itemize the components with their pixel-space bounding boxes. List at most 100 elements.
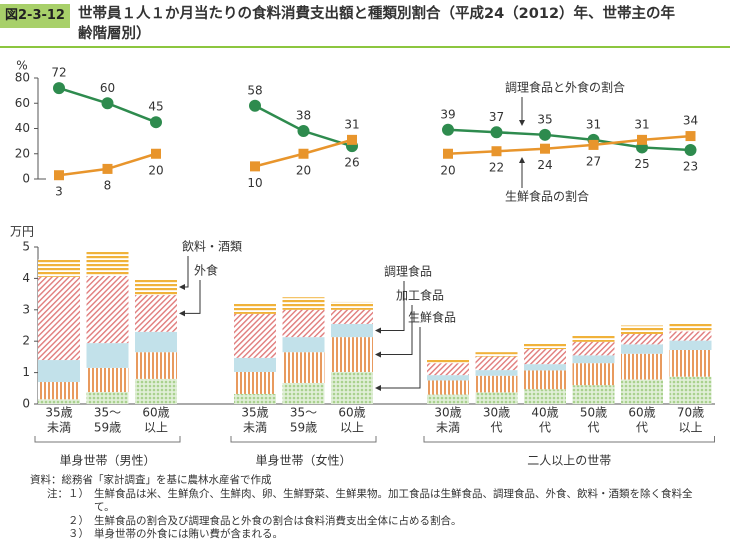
- line-marker: [297, 125, 310, 138]
- x-tick-label: 以上: [144, 421, 168, 435]
- legend-label: 調理食品と外食の割合: [505, 80, 625, 95]
- x-tick-label: 35～: [290, 406, 317, 420]
- y-tick-label: 20: [15, 146, 30, 160]
- y-axis-unit: 万円: [10, 225, 34, 239]
- bar-segment: [524, 342, 566, 350]
- bar-segment: [669, 376, 712, 404]
- bar-segment: [282, 297, 325, 310]
- bar-segment: [331, 309, 373, 324]
- note-text: 生鮮食品は米、生鮮魚介、生鮮肉、卵、生鮮野菜、生鮮果物。加工食品は生鮮食品、調理…: [94, 487, 693, 514]
- value-label: 25: [634, 157, 649, 171]
- bar-segment: [572, 385, 615, 404]
- value-label: 34: [683, 114, 698, 128]
- value-label: 35: [537, 112, 552, 126]
- value-label: 45: [148, 100, 163, 114]
- header: 図2-3-12 世帯員１人１か月当たりの食料消費支出額と種類別割合（平成24（2…: [0, 0, 730, 48]
- value-label: 39: [440, 107, 455, 121]
- bar-segment: [621, 379, 663, 404]
- bar-segment: [669, 349, 712, 377]
- bar-segment: [38, 276, 80, 361]
- y-tick-label: 60: [15, 96, 30, 110]
- bar-segment: [621, 353, 663, 380]
- value-label: 31: [634, 117, 649, 131]
- y-tick-label: 3: [22, 302, 30, 316]
- x-tick-label: 60歳: [142, 406, 169, 420]
- legend-arrow: [375, 281, 405, 334]
- value-label: 3: [55, 185, 63, 199]
- group-bracket: [34, 436, 181, 443]
- line-marker: [151, 148, 161, 159]
- note: 注： １） 生鮮食品は米、生鮮魚介、生鮮肉、卵、生鮮野菜、生鮮果物。加工食品は生鮮食…: [30, 488, 720, 515]
- bar-segment: [234, 303, 276, 314]
- y-tick-label: 1: [22, 365, 30, 379]
- value-label: 23: [683, 159, 698, 173]
- notes: 資料：総務省「家計調査」を基に農林水産省で作成 注： １） 生鮮食品は米、生鮮魚介、…: [30, 474, 720, 542]
- note-label: 注：: [47, 487, 68, 500]
- value-label: 37: [489, 110, 504, 124]
- note-marker: １）: [68, 487, 89, 500]
- value-label: 31: [344, 117, 359, 131]
- legend-arrow: [179, 280, 201, 317]
- x-tick-label: 40歳: [531, 406, 558, 420]
- y-tick-label: 0: [22, 172, 30, 186]
- group-bracket: [423, 436, 715, 443]
- value-label: 27: [586, 154, 601, 168]
- line-marker: [54, 170, 64, 181]
- note-label: [30, 528, 68, 542]
- bar-segment: [331, 323, 373, 338]
- line-marker: [490, 126, 503, 139]
- bar-segment: [524, 370, 566, 390]
- bar-segment: [572, 334, 615, 342]
- bar-segment: [86, 252, 129, 276]
- bar-segment: [282, 352, 325, 383]
- y-axis-unit: %: [16, 59, 27, 73]
- line: [447, 128, 691, 152]
- line-marker: [53, 82, 65, 95]
- line-marker: [250, 161, 260, 172]
- bar-segment: [86, 392, 129, 404]
- x-tick-label: 以上: [340, 421, 364, 435]
- legend-arrow: [375, 327, 421, 391]
- line-marker: [540, 143, 550, 154]
- y-tick-label: 40: [15, 121, 30, 135]
- bar-segment: [427, 394, 469, 404]
- figure-label: 図2-3-12: [0, 4, 70, 28]
- x-tick-label: 30歳: [483, 406, 510, 420]
- bar-segment: [135, 279, 177, 296]
- bar-segment: [38, 259, 80, 277]
- x-tick-label: 30歳: [434, 406, 461, 420]
- bar-segment: [427, 380, 469, 395]
- bar-segment: [234, 357, 276, 372]
- value-label: 8: [104, 178, 112, 192]
- x-tick-label: 59歳: [94, 421, 121, 435]
- x-tick-label: 59歳: [290, 421, 317, 435]
- note: ２） 生鮮食品の割合及び調理食品と外食の割合は食料消費支出全体に占める割合。: [30, 515, 720, 529]
- legend-label: 生鮮食品: [408, 310, 456, 325]
- value-label: 22: [489, 161, 504, 175]
- bar-segment: [86, 275, 129, 344]
- line-marker: [588, 139, 599, 150]
- group-bracket: [230, 436, 377, 443]
- y-tick-label: 80: [15, 71, 30, 85]
- bar-segment: [669, 340, 712, 350]
- bar-segment: [669, 323, 712, 332]
- bar-segment: [234, 393, 276, 404]
- bar-segment: [86, 367, 129, 393]
- bar-segment: [475, 392, 518, 404]
- bar-segment: [427, 363, 469, 376]
- line-marker: [249, 99, 261, 112]
- legend-arrow: [179, 256, 189, 291]
- value-label: 26: [344, 156, 359, 170]
- legend-label: 調理食品: [384, 264, 432, 279]
- x-tick-label: 以上: [678, 421, 702, 435]
- x-tick-label: 35歳: [45, 406, 72, 420]
- bar-segment: [621, 344, 663, 354]
- note-label: [30, 515, 68, 529]
- value-label: 10: [247, 176, 262, 190]
- bar-segment: [475, 375, 518, 393]
- line-marker: [347, 134, 357, 145]
- legend-label: 飲料・酒類: [182, 239, 242, 254]
- bar-segment: [475, 370, 518, 376]
